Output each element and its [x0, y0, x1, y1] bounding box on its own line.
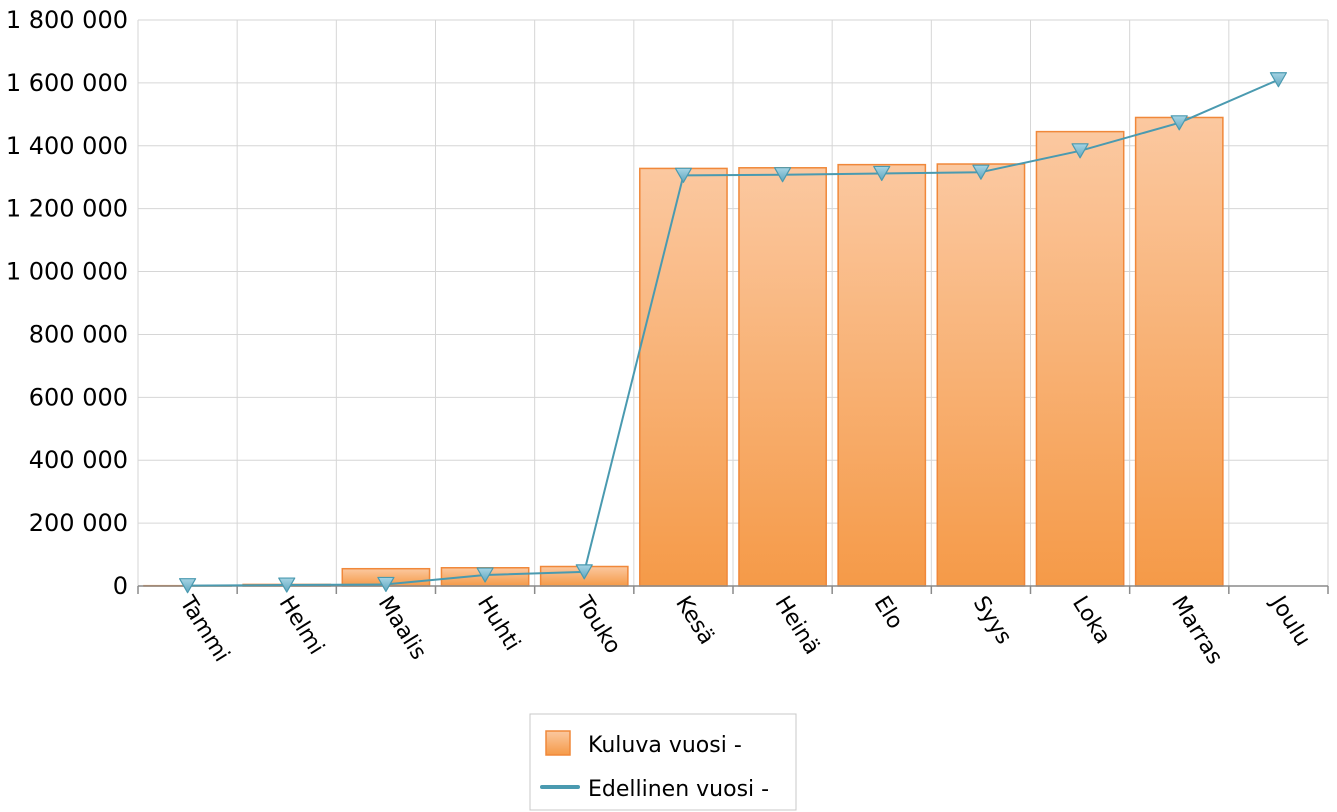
axes: [137, 585, 1329, 594]
x-tick-label: Elo: [869, 592, 908, 634]
plot-area: 0 200 000 400 000 600 000 800 000 1 000 000 1 …: [6, 6, 1329, 669]
x-tick-label: Loka: [1067, 592, 1115, 649]
gridlines: [137, 19, 1329, 586]
bar: [1134, 116, 1224, 587]
x-tick-label: Heinä: [769, 592, 824, 659]
y-tick-label: 200 000: [29, 509, 128, 537]
y-tick-label: 1 800 000: [6, 6, 128, 34]
y-tick-label: 1 000 000: [6, 258, 128, 286]
x-tick-label: Helmi: [274, 592, 329, 659]
legend-box: [529, 713, 797, 811]
x-tick-label: Huhti: [472, 592, 525, 655]
x-axis-labels: Tammi Helmi Maalis Huhti Touko Kesä Heinä Elo Sy…: [174, 590, 1315, 669]
point-marker: [575, 564, 593, 580]
point-marker: [178, 578, 197, 594]
bar: [1035, 130, 1125, 587]
line-series: [178, 72, 1288, 594]
point-marker: [773, 167, 792, 183]
legend-bar-swatch: [545, 730, 571, 756]
bar-series: [143, 116, 1224, 587]
y-tick-label: 0: [113, 572, 128, 600]
point-marker: [1071, 143, 1089, 159]
bar: [936, 163, 1026, 587]
x-tick-label: Syys: [968, 592, 1016, 649]
x-tick-label: Joulu: [1264, 590, 1315, 651]
y-tick-label: 400 000: [29, 446, 128, 474]
legend-label-previous-year: Edellinen vuosi -: [588, 777, 769, 802]
point-marker: [278, 577, 296, 593]
point-marker: [972, 164, 990, 180]
x-tick-label: Marras: [1166, 592, 1227, 669]
point-marker: [476, 567, 494, 583]
y-tick-label: 1 400 000: [6, 132, 128, 160]
point-marker: [873, 165, 891, 182]
x-tick-label: Kesä: [670, 592, 719, 649]
point-marker: [1269, 72, 1288, 88]
y-axis-labels: 0 200 000 400 000 600 000 800 000 1 000 000 1 …: [6, 6, 128, 600]
y-tick-label: 600 000: [29, 383, 128, 411]
y-tick-label: 1 200 000: [6, 195, 128, 223]
bar: [837, 163, 927, 587]
series-line: [187, 78, 1279, 587]
legend-label-current-year: Kuluva vuosi -: [588, 733, 742, 758]
point-marker: [674, 167, 693, 183]
point-marker: [1170, 115, 1188, 131]
bar: [639, 167, 728, 587]
point-marker: [377, 576, 395, 593]
y-tick-label: 1 600 000: [6, 69, 128, 97]
x-tick-label: Tammi: [174, 591, 234, 666]
legend: Kuluva vuosi - Edellinen vuosi -: [529, 713, 797, 811]
bar: [738, 167, 827, 587]
x-tick-label: Touko: [571, 591, 626, 658]
x-tick-label: Maalis: [373, 592, 431, 664]
y-tick-label: 800 000: [29, 320, 128, 348]
